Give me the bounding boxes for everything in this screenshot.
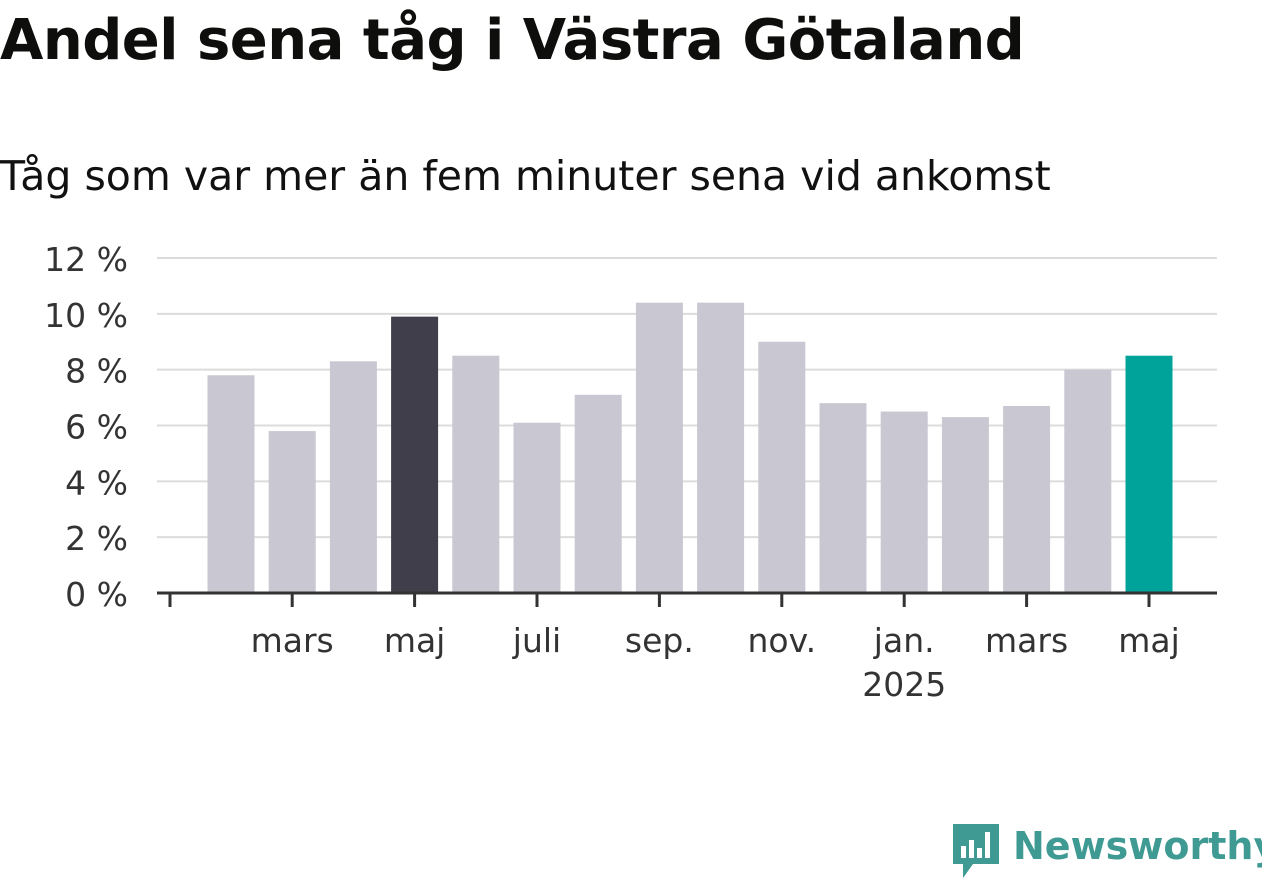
bar xyxy=(758,341,806,593)
chart-subtitle: Tåg som var mer än fem minuter sena vid … xyxy=(0,152,1051,200)
y-tick-label: 4 % xyxy=(65,463,128,502)
bar xyxy=(1003,405,1051,593)
x-tick-label: mars xyxy=(985,621,1068,660)
brand-name: Newsworthy xyxy=(1013,824,1262,868)
x-tick-label: nov. xyxy=(748,621,817,660)
newsworthy-logo-icon xyxy=(953,824,999,878)
y-tick-label: 10 % xyxy=(44,296,128,335)
bar xyxy=(574,394,622,593)
x-tick-label: maj xyxy=(384,621,446,660)
y-tick-label: 8 % xyxy=(65,352,128,391)
bar xyxy=(941,417,989,593)
bar xyxy=(1064,369,1112,593)
bar xyxy=(1125,355,1173,593)
x-tick-label: jan. xyxy=(873,621,935,660)
x-tick-label: maj xyxy=(1118,621,1180,660)
x-tick-label: juli xyxy=(512,621,561,660)
bar xyxy=(207,375,255,593)
bar xyxy=(880,411,928,593)
bar xyxy=(513,422,561,593)
y-tick-label: 6 % xyxy=(65,408,128,447)
bar xyxy=(697,302,745,593)
bar xyxy=(452,355,500,593)
bar xyxy=(329,361,377,593)
brand-logo: Newsworthy xyxy=(951,820,1262,880)
x-tick-label: mars xyxy=(251,621,334,660)
bar xyxy=(635,302,683,593)
chart-title: Andel sena tåg i Västra Götaland xyxy=(0,8,1025,73)
bar xyxy=(819,403,867,593)
y-tick-label: 2 % xyxy=(65,519,128,558)
y-tick-label: 12 % xyxy=(44,240,128,279)
x-tick-label: sep. xyxy=(625,621,694,660)
x-tick-sublabel: 2025 xyxy=(862,665,946,704)
bar xyxy=(391,316,439,593)
bar xyxy=(268,431,316,593)
y-tick-label: 0 % xyxy=(65,575,128,614)
